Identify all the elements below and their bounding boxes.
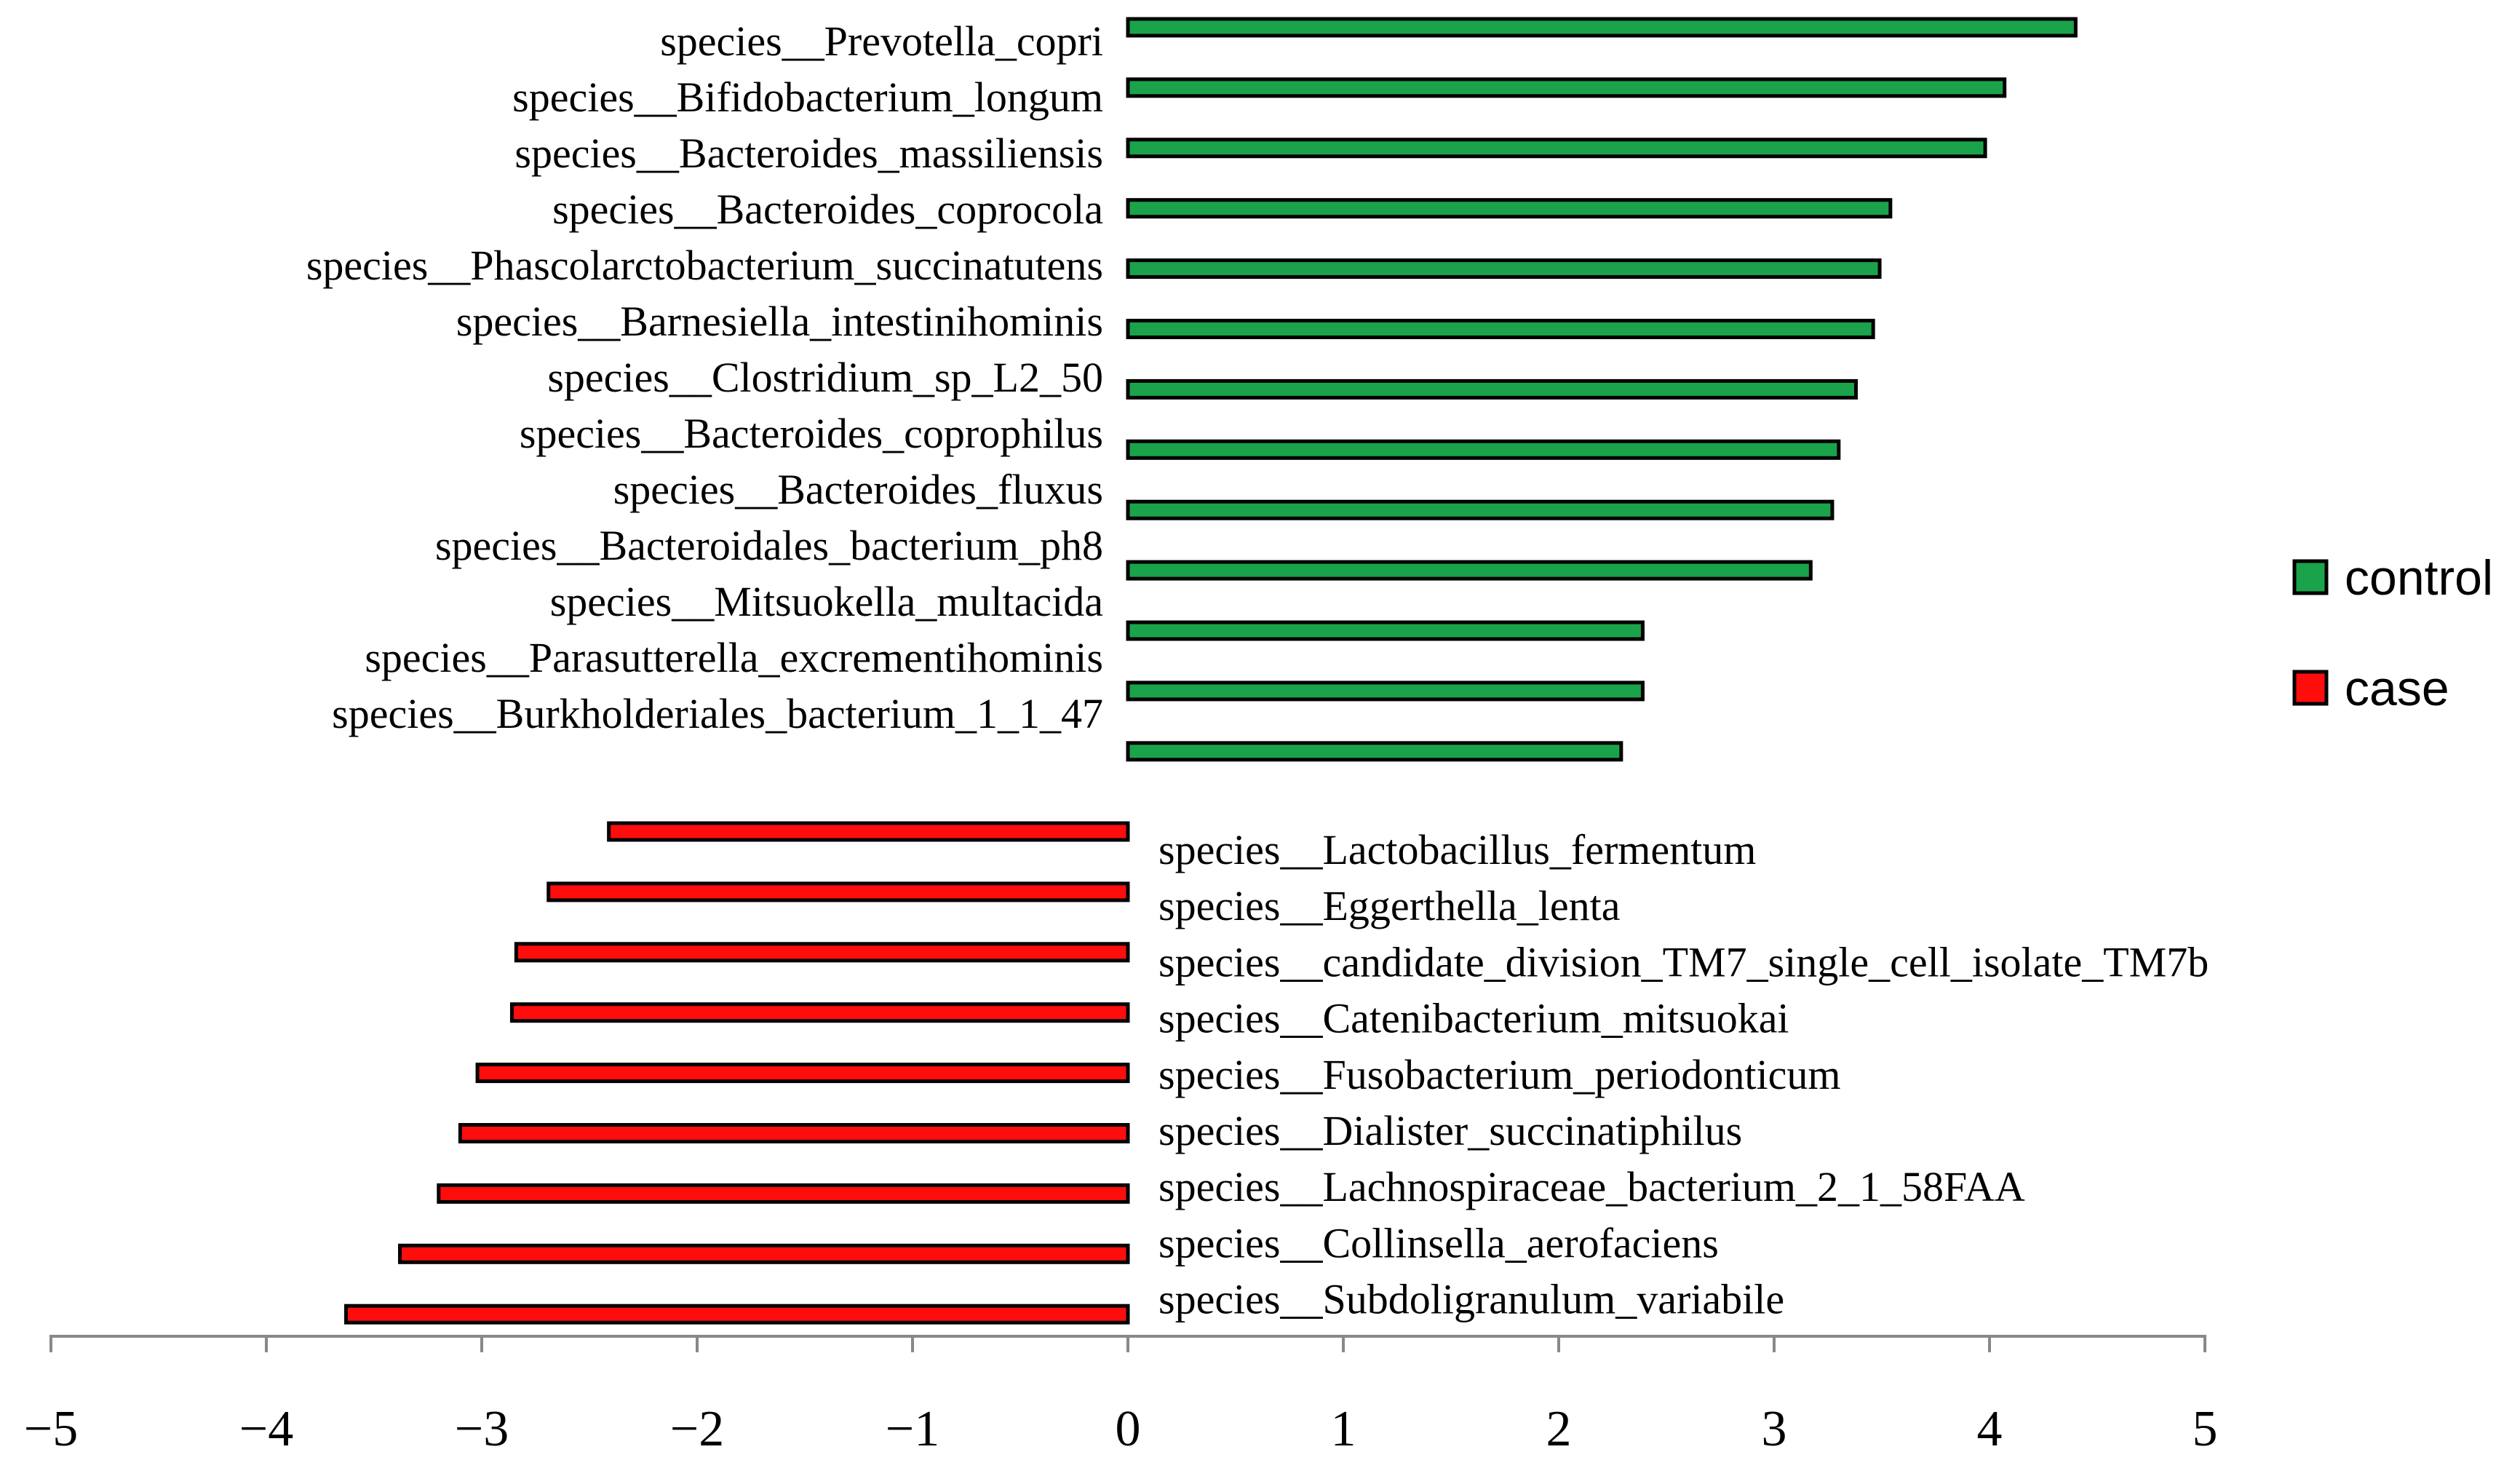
- x-tick-label: −3: [455, 1401, 509, 1457]
- control-bar: [1126, 17, 2078, 38]
- x-tick-label: −4: [239, 1401, 293, 1457]
- control-category-label: species__Bacteroides_coprocola: [552, 186, 1103, 233]
- case-bar: [509, 1002, 1130, 1023]
- control-category-label: species__Bifidobacterium_longum: [512, 74, 1103, 121]
- case-category-label: species__Dialister_succinatiphilus: [1158, 1107, 1742, 1154]
- control-bar: [1126, 77, 2007, 98]
- x-tick-label: −5: [24, 1401, 78, 1457]
- category-labels-layer: species__Prevotella_copri species__Bifido…: [306, 17, 2209, 1323]
- x-tick-label: −1: [886, 1401, 939, 1457]
- x-tick-label: 4: [1977, 1401, 2003, 1457]
- control-bar: [1126, 620, 1645, 641]
- control-bar: [1126, 319, 1875, 339]
- x-tick-label: 0: [1116, 1401, 1141, 1457]
- control-category-label: species__Bacteroides_coprophilus: [520, 410, 1103, 457]
- control-category-label: species__Bacteroides_fluxus: [613, 466, 1103, 513]
- case-category-label: species__candidate_division_TM7_single_c…: [1158, 938, 2209, 985]
- control-bar: [1126, 741, 1623, 762]
- case-category-label: species__Fusobacterium_periodonticum: [1158, 1051, 1840, 1098]
- control-category-label: species__Bacteroides_massiliensis: [514, 130, 1103, 177]
- control-category-label: species__Burkholderiales_bacterium_1_1_4…: [332, 690, 1103, 737]
- case-bar: [344, 1304, 1130, 1325]
- x-tick-label: 1: [1331, 1401, 1356, 1457]
- case-category-label: species__Lactobacillus_fermentum: [1158, 826, 1756, 873]
- x-tick-label: −2: [670, 1401, 724, 1457]
- x-tick-label: 3: [1762, 1401, 1787, 1457]
- case-bar: [514, 942, 1130, 963]
- control-category-label: species__Parasutterella_excrementihomini…: [365, 634, 1103, 681]
- case-category-label: species__Catenibacterium_mitsuokai: [1158, 995, 1789, 1042]
- control-bar: [1126, 499, 1835, 520]
- control-bar: [1126, 560, 1813, 581]
- control-bar: [1126, 258, 1882, 279]
- case-category-label: species__Eggerthella_lenta: [1158, 882, 1621, 929]
- control-bar: [1126, 198, 1893, 219]
- control-category-label: species__Clostridium_sp_L2_50: [547, 354, 1103, 401]
- control-category-label: species__Bacteroidales_bacterium_ph8: [435, 522, 1103, 569]
- case-legend-label: case: [2345, 661, 2449, 716]
- control-bar: [1126, 681, 1645, 702]
- control-category-label: species__Phascolarctobacterium_succinatu…: [306, 242, 1103, 289]
- bars-layer: [344, 17, 2078, 1325]
- case-category-label: species__Subdoligranulum_variabile: [1158, 1276, 1784, 1323]
- x-axis: −5 −4 −3 −2 −1 0 1 2 3 4 5: [24, 1335, 2218, 1457]
- case-bar: [458, 1123, 1130, 1143]
- case-legend-swatch: [2292, 670, 2329, 706]
- case-bar: [607, 821, 1130, 842]
- control-legend-swatch: [2292, 559, 2329, 595]
- x-tick-label: 2: [1546, 1401, 1572, 1457]
- case-category-label: species__Lachnospiraceae_bacterium_2_1_5…: [1158, 1163, 2025, 1210]
- control-bar: [1126, 378, 1858, 400]
- control-bar: [1126, 439, 1841, 460]
- x-tick-label: 5: [2193, 1401, 2218, 1457]
- case-bar: [546, 881, 1130, 902]
- control-bar: [1126, 138, 1987, 159]
- control-category-label: species__Prevotella_copri: [660, 17, 1103, 65]
- legend: control case: [2292, 550, 2493, 716]
- control-legend-label: control: [2345, 550, 2493, 606]
- case-bar: [398, 1243, 1130, 1264]
- control-category-label: species__Barnesiella_intestinihominis: [456, 298, 1103, 345]
- case-bar: [475, 1063, 1130, 1084]
- case-category-label: species__Collinsella_aerofaciens: [1158, 1219, 1719, 1266]
- control-category-label: species__Mitsuokella_multacida: [550, 578, 1103, 625]
- case-bar: [437, 1183, 1130, 1204]
